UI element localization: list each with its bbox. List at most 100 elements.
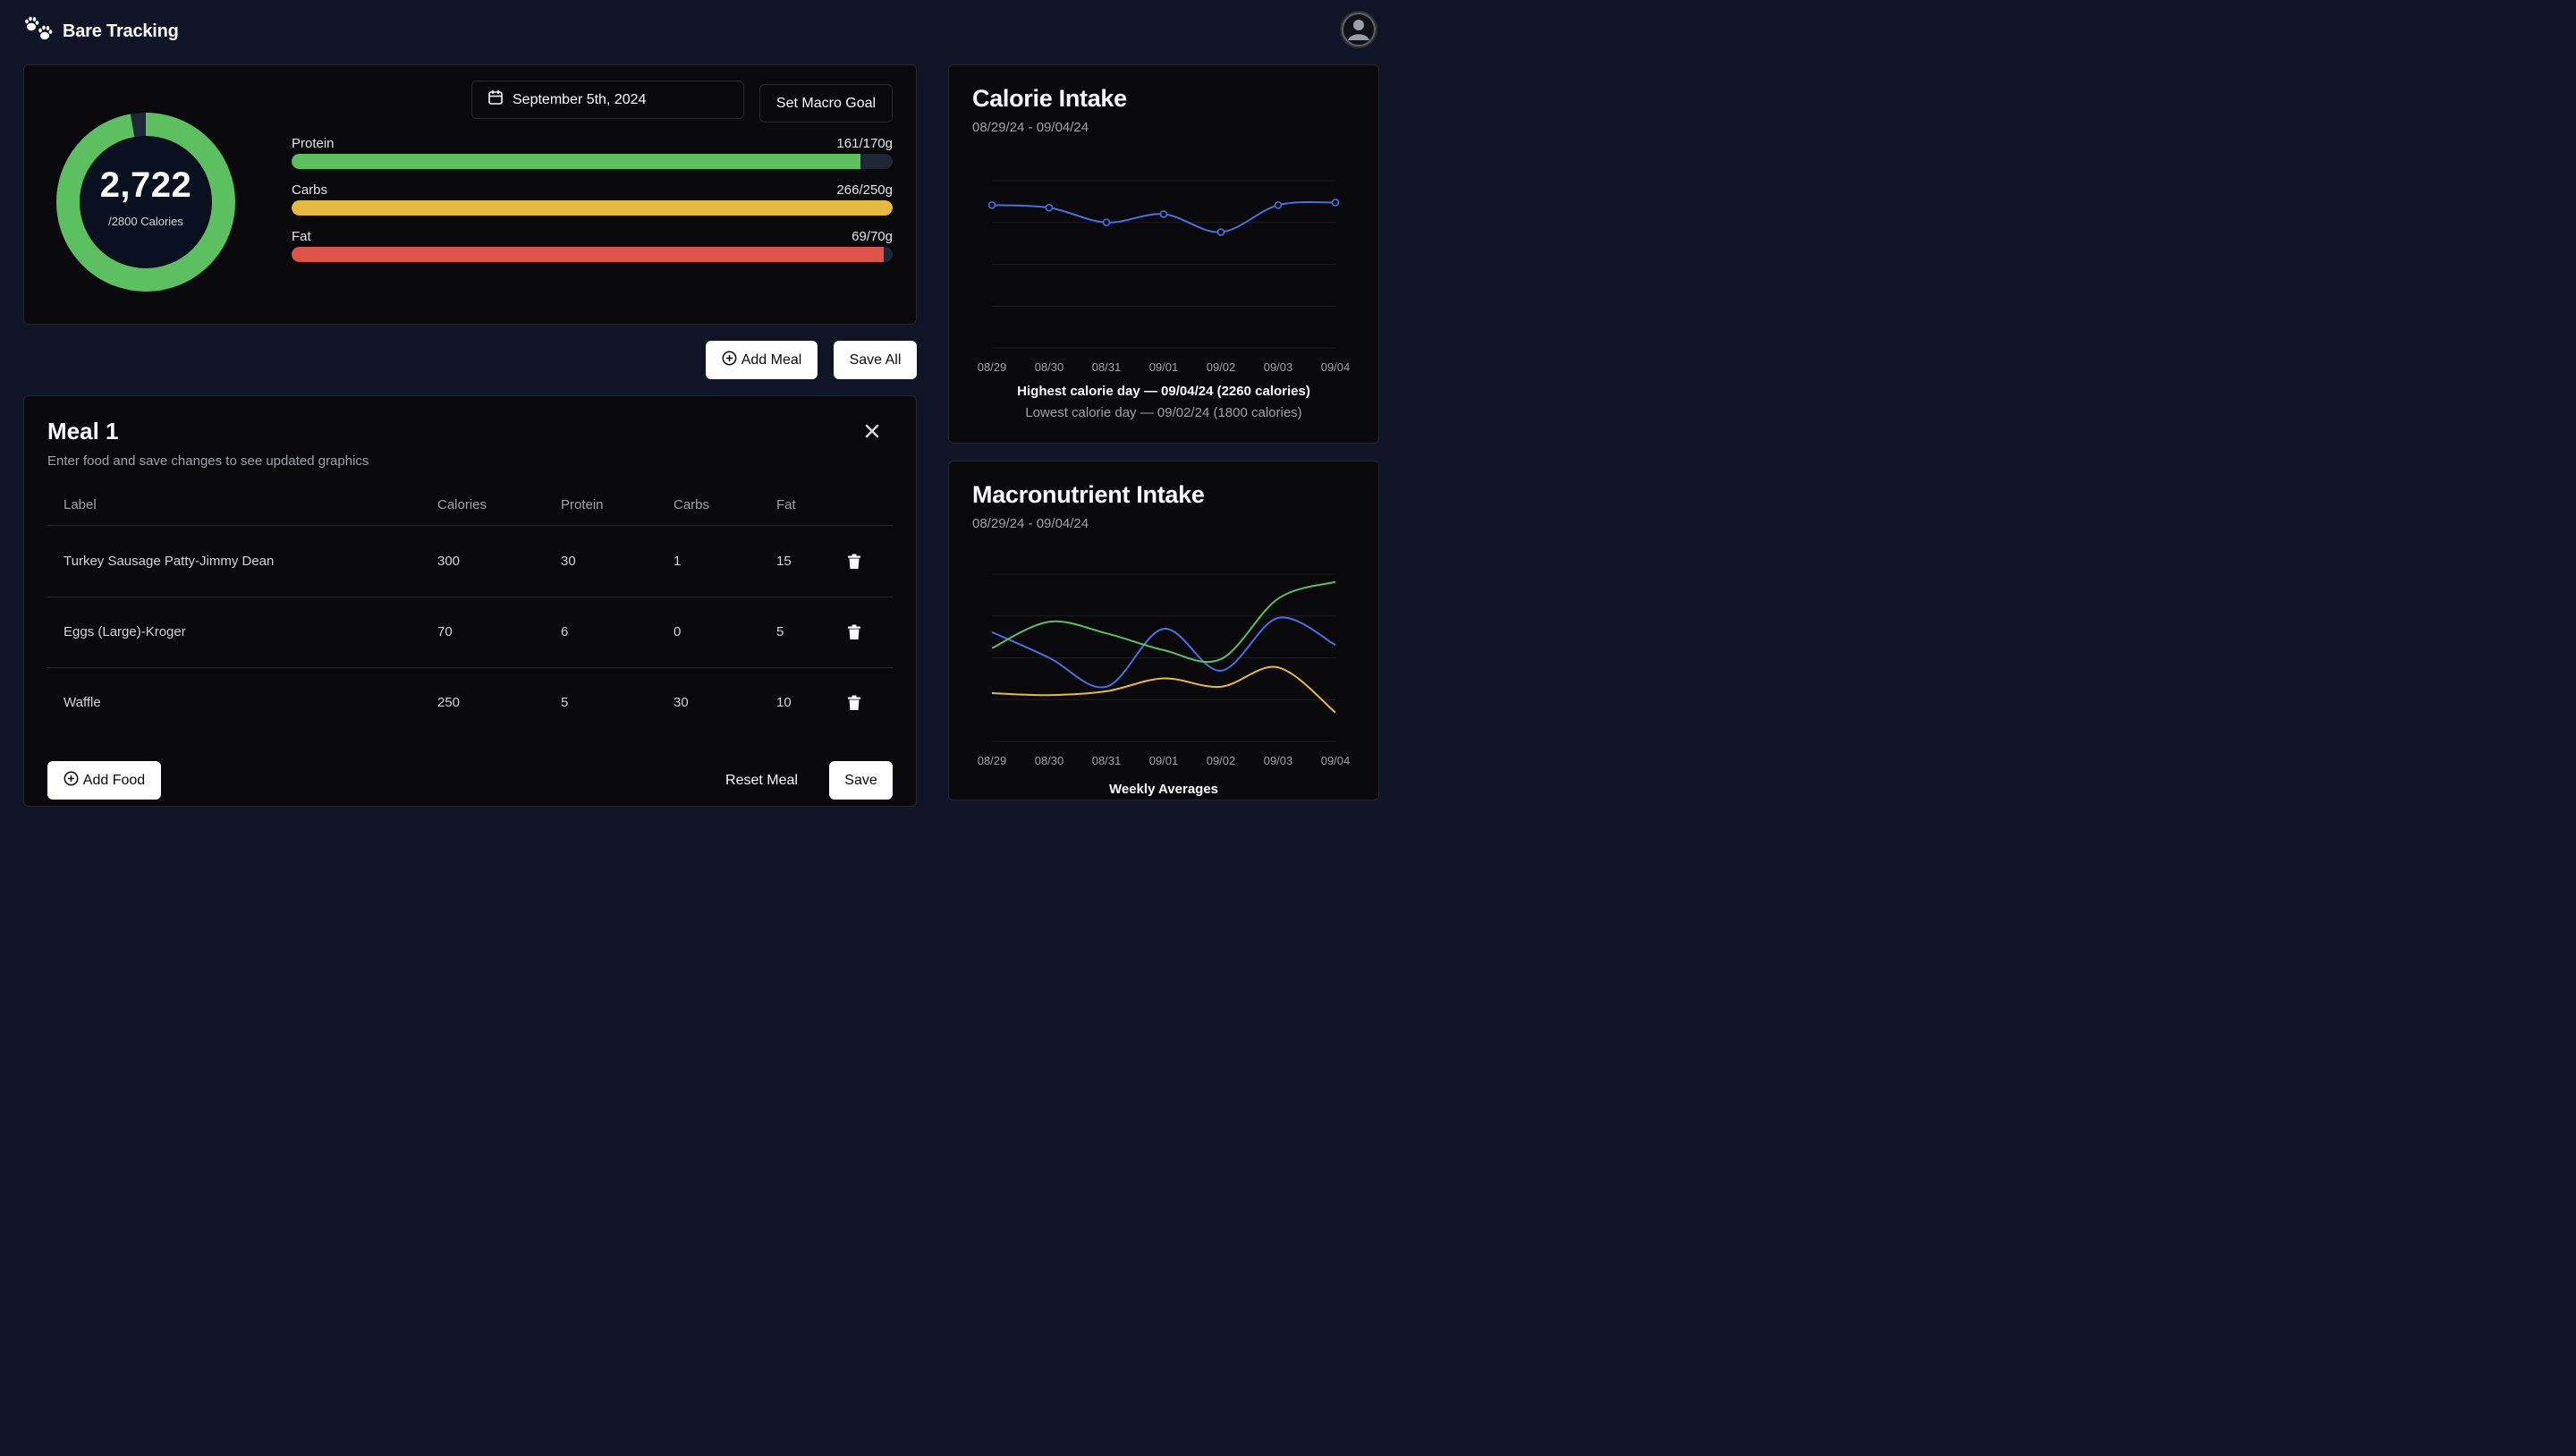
table-row[interactable]: Eggs (Large)-Kroger 70 6 0 5	[47, 597, 893, 668]
x-tick-label: 08/30	[1035, 754, 1064, 767]
calorie-ring-progress	[56, 113, 235, 292]
trash-icon[interactable]	[847, 695, 861, 711]
x-tick-label: 09/02	[1207, 754, 1236, 767]
app-name: Bare Tracking	[63, 21, 179, 41]
column-fat: Fat	[776, 497, 796, 512]
add-meal-label: Add Meal	[741, 351, 802, 368]
food-calories: 250	[437, 695, 461, 710]
table-row[interactable]: Waffle 250 5 30 10	[47, 667, 893, 739]
data-point	[987, 201, 996, 209]
macro-protein: Protein 161/170g	[292, 136, 893, 169]
macro-value: 69/70g	[852, 229, 893, 244]
food-protein: 6	[561, 624, 569, 639]
add-food-label: Add Food	[82, 772, 146, 788]
table-row[interactable]: Turkey Sausage Patty-Jimmy Dean 300 30 1…	[47, 526, 893, 597]
date-label: September 5th, 2024	[513, 91, 647, 107]
close-icon[interactable]	[862, 421, 882, 441]
food-calories: 300	[437, 554, 461, 569]
column-calories: Calories	[437, 497, 487, 512]
data-point	[1274, 201, 1283, 209]
macronutrient-intake-card: Macronutrient Intake 08/29/24 - 09/04/24…	[948, 461, 1379, 800]
daily-summary-card: 2,722 /2800 Calories September 5th, 2024…	[23, 64, 917, 325]
macro-value: 161/170g	[836, 136, 893, 151]
trash-icon[interactable]	[847, 624, 861, 640]
x-tick-label: 08/30	[1035, 360, 1064, 374]
chart-date-range: 08/29/24 - 09/04/24	[972, 120, 1089, 135]
add-food-button[interactable]: Add Food	[47, 761, 161, 800]
macro-carbs: Carbs 266/250g	[292, 182, 893, 216]
series-line	[991, 580, 1336, 664]
data-point	[1045, 203, 1054, 212]
food-carbs: 30	[674, 695, 689, 710]
macro-progress-fill	[292, 200, 893, 216]
x-tick-label: 09/01	[1149, 360, 1179, 374]
food-table-header: Label Calories Protein Carbs Fat	[47, 483, 893, 526]
x-tick-label: 08/31	[1092, 360, 1122, 374]
food-label: Waffle	[64, 695, 101, 710]
user-avatar-icon[interactable]	[1340, 11, 1377, 48]
macro-progress-fill	[292, 247, 885, 262]
calorie-ring	[56, 113, 235, 292]
top-bar: Bare Tracking	[0, 0, 1402, 57]
data-point	[1102, 218, 1111, 227]
reset-meal-button[interactable]: Reset Meal	[710, 761, 813, 800]
food-fat: 15	[776, 554, 792, 569]
x-tick-label: 08/29	[978, 754, 1007, 767]
highest-calorie-note: Highest calorie day — 09/04/24 (2260 cal…	[1017, 384, 1310, 399]
column-label: Label	[64, 497, 97, 512]
set-macro-goal-button[interactable]: Set Macro Goal	[759, 84, 893, 123]
trash-icon[interactable]	[847, 554, 861, 570]
x-tick-label: 09/02	[1207, 360, 1236, 374]
add-meal-button[interactable]: Add Meal	[706, 341, 818, 379]
meal-card: Meal 1 Enter food and save changes to se…	[23, 395, 917, 807]
food-fat: 5	[776, 624, 784, 639]
paw-prints-icon	[23, 16, 55, 47]
macro-value: 266/250g	[836, 182, 893, 198]
food-protein: 30	[561, 554, 576, 569]
x-tick-label: 08/29	[978, 360, 1007, 374]
food-label: Turkey Sausage Patty-Jimmy Dean	[64, 554, 275, 569]
series-line	[991, 665, 1336, 714]
food-calories: 70	[437, 624, 453, 639]
macro-progress-bar	[292, 247, 893, 262]
save-meal-button[interactable]: Save	[829, 761, 893, 800]
x-tick-label: 09/01	[1149, 754, 1179, 767]
weekly-averages-label: Weekly Averages	[1108, 782, 1219, 797]
macro-label: Carbs	[292, 182, 328, 198]
meal-description: Enter food and save changes to see updat…	[47, 453, 369, 469]
macronutrient-line-chart: 08/29 08/30 08/31 09/01 09/02 09/03 09/04	[978, 573, 1351, 767]
calorie-intake-card: Calorie Intake 08/29/24 - 09/04/24 08/29…	[948, 64, 1379, 444]
calendar-icon	[487, 89, 504, 110]
series-line	[991, 616, 1336, 689]
x-tick-label: 08/31	[1092, 754, 1122, 767]
logo[interactable]: Bare Tracking	[23, 16, 179, 47]
data-point	[1331, 199, 1340, 207]
plus-circle-icon	[64, 771, 79, 791]
plus-circle-icon	[722, 351, 737, 370]
food-label: Eggs (Large)-Kroger	[64, 624, 186, 639]
chart-date-range: 08/29/24 - 09/04/24	[972, 516, 1089, 531]
data-point	[1159, 210, 1168, 218]
x-tick-label: 09/03	[1264, 754, 1293, 767]
food-carbs: 1	[674, 554, 682, 569]
calorie-line-chart: 08/29 08/30 08/31 09/01 09/02 09/03 09/04	[978, 180, 1350, 374]
calories-goal-label: /2800 Calories	[108, 215, 183, 228]
x-tick-label: 09/04	[1321, 754, 1351, 767]
lowest-calorie-note: Lowest calorie day — 09/02/24 (1800 calo…	[1025, 405, 1302, 420]
chart-title: Calorie Intake	[972, 85, 1127, 112]
chart-title: Macronutrient Intake	[972, 481, 1205, 508]
column-protein: Protein	[561, 497, 604, 512]
food-carbs: 0	[674, 624, 682, 639]
macro-label: Fat	[292, 229, 311, 244]
macro-progress-bar	[292, 154, 893, 169]
macro-label: Protein	[292, 136, 335, 151]
column-carbs: Carbs	[674, 497, 710, 512]
x-tick-label: 09/03	[1264, 360, 1293, 374]
food-fat: 10	[776, 695, 792, 710]
save-all-button[interactable]: Save All	[834, 341, 917, 379]
meal-title: Meal 1	[47, 418, 119, 444]
calories-total: 2,722	[99, 165, 192, 205]
date-picker-button[interactable]: September 5th, 2024	[471, 80, 744, 119]
macro-progress-fill	[292, 154, 861, 169]
macro-fat: Fat 69/70g	[292, 229, 893, 262]
